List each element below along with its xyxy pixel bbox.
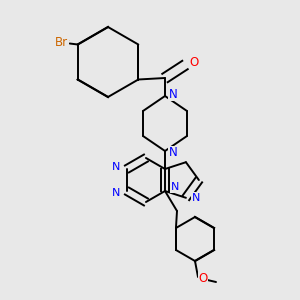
Text: N: N	[112, 188, 120, 198]
Text: O: O	[198, 272, 208, 286]
Text: N: N	[169, 88, 177, 100]
Text: Br: Br	[55, 36, 68, 49]
Text: O: O	[189, 56, 199, 70]
Text: N: N	[169, 88, 177, 100]
Text: N: N	[113, 188, 121, 198]
Text: O: O	[189, 56, 199, 70]
Text: O: O	[198, 272, 208, 286]
Text: N: N	[192, 193, 200, 203]
Text: N: N	[113, 162, 121, 172]
Text: N: N	[112, 162, 120, 172]
Text: Br: Br	[58, 38, 70, 47]
Text: N: N	[171, 182, 179, 192]
Text: N: N	[171, 182, 179, 192]
Text: N: N	[169, 146, 177, 160]
Text: N: N	[192, 195, 200, 205]
Text: N: N	[169, 146, 177, 160]
